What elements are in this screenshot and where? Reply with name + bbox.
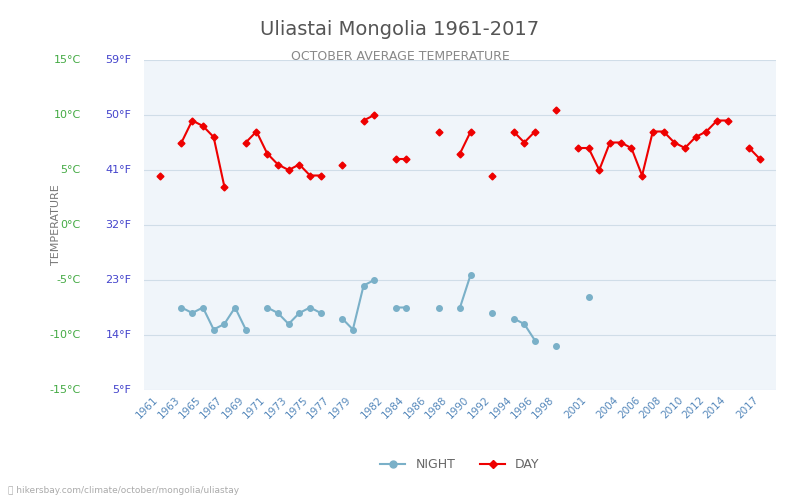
Text: 50°F: 50°F (106, 110, 131, 120)
DAY (584, 145, 594, 151)
Line: DAY: DAY (158, 107, 762, 189)
Text: OCTOBER AVERAGE TEMPERATURE: OCTOBER AVERAGE TEMPERATURE (290, 50, 510, 63)
Text: 0°C: 0°C (61, 220, 81, 230)
NIGHT (187, 310, 197, 316)
DAY (755, 156, 765, 162)
NIGHT (316, 310, 326, 316)
DAY (155, 172, 165, 178)
Text: 10°C: 10°C (54, 110, 81, 120)
DAY (198, 123, 208, 129)
Text: Uliastai Mongolia 1961-2017: Uliastai Mongolia 1961-2017 (261, 20, 539, 39)
Text: 15°C: 15°C (54, 55, 81, 65)
DAY (573, 145, 582, 151)
DAY (187, 118, 197, 124)
Text: 32°F: 32°F (106, 220, 131, 230)
Text: -15°C: -15°C (50, 385, 81, 395)
Legend: NIGHT, DAY: NIGHT, DAY (375, 453, 545, 476)
Text: -5°C: -5°C (57, 275, 81, 285)
Line: NIGHT: NIGHT (178, 272, 591, 349)
Text: 23°F: 23°F (106, 275, 131, 285)
Text: -10°C: -10°C (50, 330, 81, 340)
Text: 5°C: 5°C (61, 165, 81, 175)
Text: 14°F: 14°F (106, 330, 131, 340)
Text: 5°F: 5°F (113, 385, 131, 395)
Text: 59°F: 59°F (106, 55, 131, 65)
Text: TEMPERATURE: TEMPERATURE (50, 184, 61, 266)
Text: ⌖ hikersbay.com/climate/october/mongolia/uliastay: ⌖ hikersbay.com/climate/october/mongolia… (8, 486, 239, 495)
NIGHT (177, 304, 186, 310)
Text: 41°F: 41°F (106, 165, 131, 175)
